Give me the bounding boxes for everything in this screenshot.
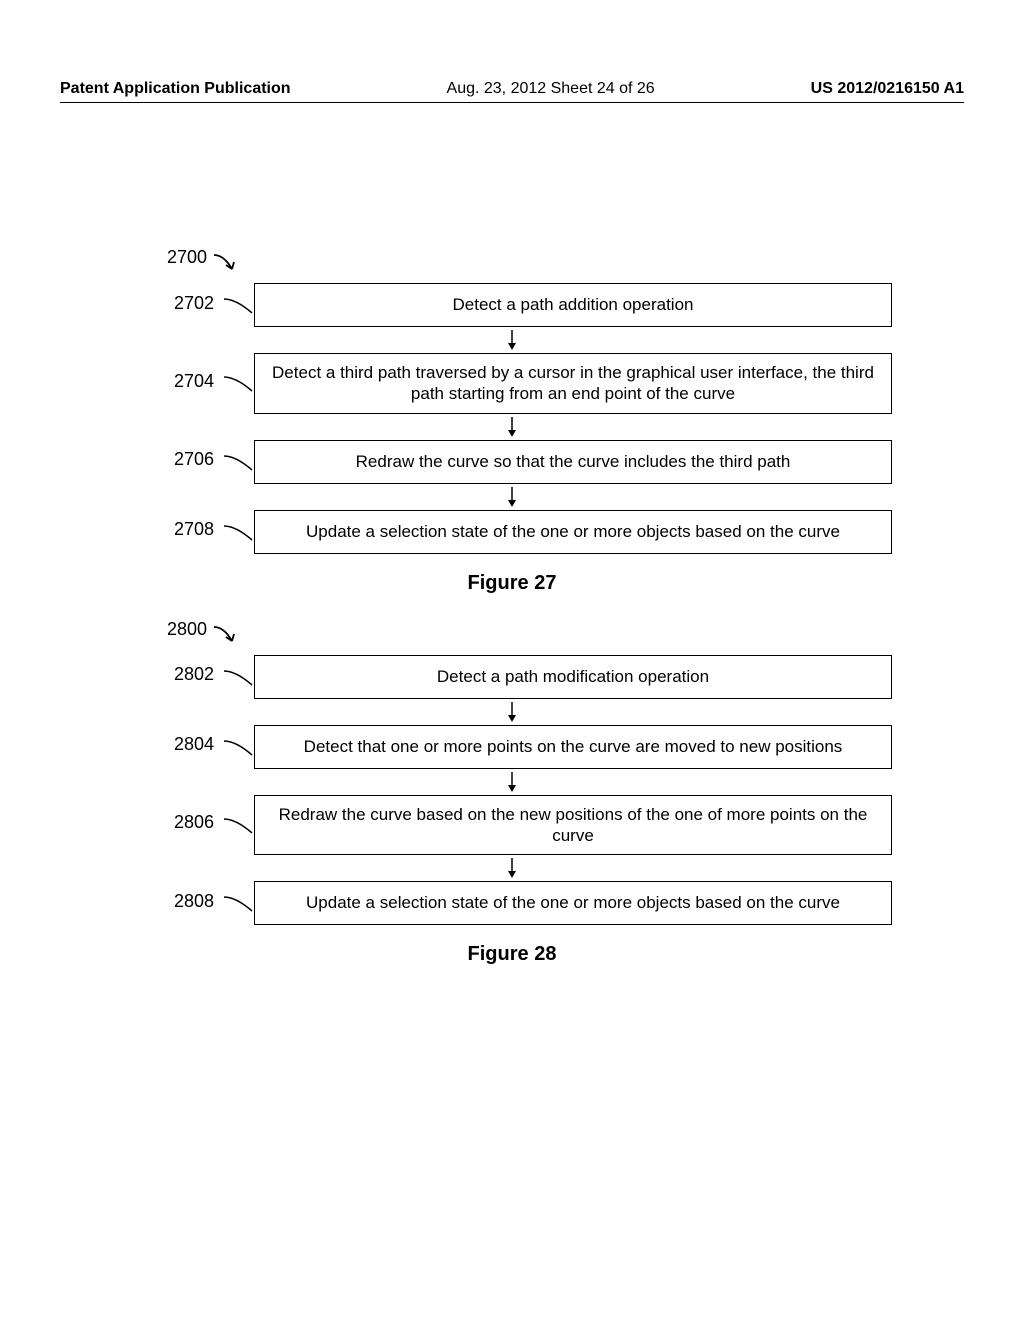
arrow-down-icon xyxy=(132,855,892,881)
flowchart-27: 2700 2702 Detect a path addition operati… xyxy=(132,283,892,595)
page-header: Patent Application Publication Aug. 23, … xyxy=(60,80,964,103)
arrow-down-icon xyxy=(132,327,892,353)
leader-line-icon xyxy=(222,735,254,759)
header-left: Patent Application Publication xyxy=(60,80,291,98)
flowchart-row: 2708 Update a selection state of the one… xyxy=(132,510,892,554)
figure-caption-27: Figure 27 xyxy=(132,572,892,595)
chart-ref-2800: 2800 xyxy=(167,619,207,640)
leader-line-icon xyxy=(222,520,254,544)
arrow-down-icon xyxy=(132,769,892,795)
ref-label: 2804 xyxy=(132,734,222,755)
leader-line-icon xyxy=(222,293,254,317)
leader-line-icon xyxy=(222,665,254,689)
flowchart-row: 2706 Redraw the curve so that the curve … xyxy=(132,440,892,484)
ref-label: 2808 xyxy=(132,891,222,912)
ref-label-2700: 2700 xyxy=(167,247,207,267)
ref-label: 2704 xyxy=(132,371,222,392)
ref-label: 2702 xyxy=(132,293,222,314)
flowchart-box: Detect a path addition operation xyxy=(254,283,892,327)
ref-label: 2802 xyxy=(132,664,222,685)
flowchart-box: Detect a path modification operation xyxy=(254,655,892,699)
patent-page: Patent Application Publication Aug. 23, … xyxy=(0,0,1024,1320)
flowchart-row: 2806 Redraw the curve based on the new p… xyxy=(132,795,892,856)
flowchart-row: 2804 Detect that one or more points on t… xyxy=(132,725,892,769)
flowchart-box: Detect a third path traversed by a curso… xyxy=(254,353,892,414)
flowchart-row: 2802 Detect a path modification operatio… xyxy=(132,655,892,699)
chart-ref-arrow-icon xyxy=(212,623,246,658)
ref-label: 2806 xyxy=(132,812,222,833)
flowchart-row: 2808 Update a selection state of the one… xyxy=(132,881,892,925)
chart-ref-arrow-icon xyxy=(212,251,246,286)
leader-line-icon xyxy=(222,371,254,395)
flowchart-box: Redraw the curve based on the new positi… xyxy=(254,795,892,856)
flowchart-row: 2704 Detect a third path traversed by a … xyxy=(132,353,892,414)
ref-label-2800: 2800 xyxy=(167,619,207,639)
arrow-down-icon xyxy=(132,484,892,510)
figure-caption-28: Figure 28 xyxy=(132,943,892,966)
flowchart-box: Redraw the curve so that the curve inclu… xyxy=(254,440,892,484)
leader-line-icon xyxy=(222,450,254,474)
ref-label: 2708 xyxy=(132,519,222,540)
header-center: Aug. 23, 2012 Sheet 24 of 26 xyxy=(447,80,655,98)
leader-line-icon xyxy=(222,813,254,837)
flowchart-box: Detect that one or more points on the cu… xyxy=(254,725,892,769)
flowchart-28: 2800 2802 Detect a path modification ope… xyxy=(132,655,892,967)
arrow-down-icon xyxy=(132,414,892,440)
flowchart-box: Update a selection state of the one or m… xyxy=(254,510,892,554)
ref-label: 2706 xyxy=(132,449,222,470)
chart-ref-2700: 2700 xyxy=(167,247,207,268)
arrow-down-icon xyxy=(132,699,892,725)
leader-line-icon xyxy=(222,891,254,915)
flowchart-box: Update a selection state of the one or m… xyxy=(254,881,892,925)
header-right: US 2012/0216150 A1 xyxy=(811,80,964,98)
flowchart-row: 2702 Detect a path addition operation xyxy=(132,283,892,327)
